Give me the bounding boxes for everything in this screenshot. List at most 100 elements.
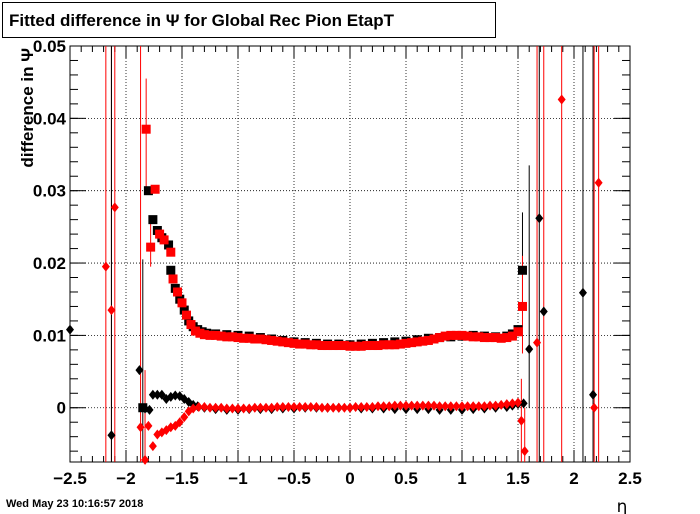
data-point-diamond [200, 402, 209, 413]
data-point-square [474, 332, 484, 342]
data-point-square [373, 341, 383, 351]
data-point-square [211, 330, 221, 340]
data-point-diamond [520, 446, 529, 457]
data-point-diamond [135, 365, 144, 376]
data-point-square [356, 341, 366, 351]
data-point-diamond [66, 324, 74, 335]
data-point-diamond [430, 400, 438, 411]
data-point-square [150, 184, 160, 194]
data-point-diamond [323, 402, 332, 413]
data-point-diamond [458, 401, 466, 412]
data-point-square [401, 338, 411, 348]
data-point-diamond [194, 402, 203, 413]
data-point-diamond [557, 94, 566, 105]
data-point-square [451, 330, 461, 340]
data-point-square [244, 333, 254, 343]
data-point-square [395, 339, 405, 349]
data-point-diamond [517, 415, 526, 426]
data-point-diamond [222, 403, 231, 414]
data-point-diamond [525, 344, 534, 355]
data-point-diamond [273, 402, 282, 413]
data-point-square [143, 186, 153, 196]
grid-layer [70, 46, 630, 462]
x-axis-label: η [617, 497, 628, 514]
data-point-diamond [148, 389, 157, 400]
data-point-square [362, 341, 372, 351]
data-point-diamond [407, 400, 416, 411]
y-tick-label: 0.01 [33, 326, 66, 345]
y-tick-label: 0.05 [33, 37, 66, 56]
chart-title: Fitted difference in Ψ for Global Rec Pi… [9, 11, 394, 30]
x-tick-label: −1.5 [165, 469, 199, 488]
data-point-diamond [295, 402, 304, 413]
data-point-diamond [278, 402, 287, 413]
data-point-diamond [379, 401, 388, 412]
data-point-square [166, 247, 176, 257]
data-point-diamond [284, 402, 293, 413]
data-point-square [155, 229, 165, 239]
data-point-diamond [452, 401, 461, 412]
data-point-square [457, 330, 467, 340]
data-point-diamond [334, 402, 343, 413]
data-point-diamond [533, 337, 542, 348]
data-point-diamond [385, 401, 394, 412]
data-point-diamond [250, 402, 259, 413]
data-point-square [261, 335, 271, 345]
data-point-diamond [101, 261, 110, 272]
data-point-diamond [413, 400, 422, 411]
data-point-square [468, 332, 478, 342]
x-tick-label: −2.5 [53, 469, 87, 488]
data-point-diamond [514, 397, 522, 408]
data-point-diamond [290, 402, 298, 413]
data-point-diamond [491, 400, 500, 411]
data-point-diamond [390, 400, 399, 411]
data-point-diamond [578, 287, 587, 298]
data-point-square [179, 305, 189, 315]
data-point-square [306, 340, 316, 350]
data-point-diamond [245, 403, 254, 414]
x-tick-label: −0.5 [277, 469, 311, 488]
data-point-square [334, 341, 344, 351]
data-point-diamond [144, 420, 153, 431]
data-point-diamond [535, 213, 544, 224]
data-point-square [491, 333, 501, 343]
data-point-diamond [206, 402, 214, 413]
data-point-square [390, 340, 400, 350]
marker-layer [66, 94, 603, 465]
data-point-diamond [508, 398, 517, 409]
data-point-diamond [497, 399, 506, 410]
data-point-diamond [463, 401, 472, 412]
data-point-square [517, 265, 527, 275]
data-point-diamond [239, 403, 248, 414]
y-tick-label: 0.02 [33, 254, 66, 273]
data-point-diamond [234, 403, 242, 414]
data-point-diamond [435, 401, 444, 412]
data-point-square [440, 331, 450, 341]
data-point-diamond [189, 403, 198, 414]
label-layer: −2.5 −2 −1.5 −1 −0.5 0 0.5 1 1.5 2 2.5 0 0.01 0.02 0.0… [18, 37, 642, 514]
data-point-square [502, 333, 512, 343]
data-point-square [295, 339, 305, 349]
data-point-diamond [346, 402, 354, 413]
data-point-square [159, 235, 169, 245]
data-point-square [283, 338, 293, 348]
data-point-square [311, 340, 321, 350]
data-point-square [205, 330, 215, 340]
data-point-diamond [175, 417, 184, 428]
data-point-square [463, 331, 473, 341]
data-point-diamond [402, 400, 410, 411]
y-axis-label: difference in Ψ [18, 48, 37, 168]
data-point-diamond [301, 402, 310, 413]
data-point-square [239, 333, 249, 343]
data-point-square [323, 341, 333, 351]
data-point-square [418, 336, 428, 346]
data-point-square [227, 332, 237, 342]
data-point-square [412, 337, 422, 347]
data-point-diamond [107, 305, 116, 316]
data-point-square [146, 242, 156, 252]
data-point-diamond [211, 402, 220, 413]
data-point-diamond [145, 404, 154, 415]
data-point-square [339, 341, 349, 351]
data-point-diamond [418, 400, 427, 411]
